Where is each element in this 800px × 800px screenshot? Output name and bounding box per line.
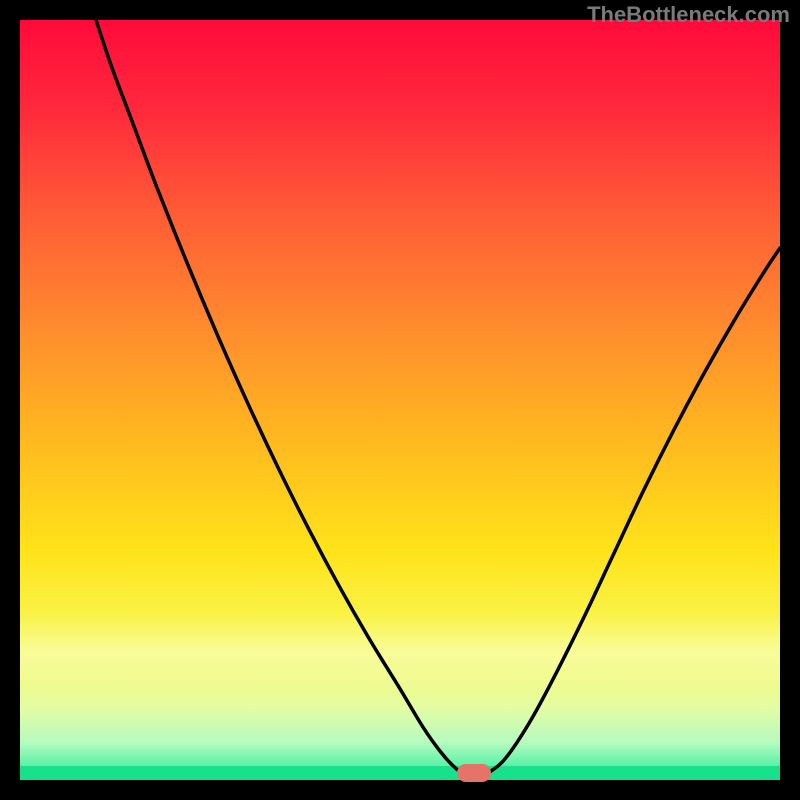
curve-path	[96, 20, 780, 776]
plot-area	[20, 20, 780, 780]
bottleneck-curve	[20, 20, 780, 780]
optimal-point-marker	[457, 764, 491, 782]
watermark-text: TheBottleneck.com	[587, 2, 790, 28]
chart-frame: TheBottleneck.com	[0, 0, 800, 800]
